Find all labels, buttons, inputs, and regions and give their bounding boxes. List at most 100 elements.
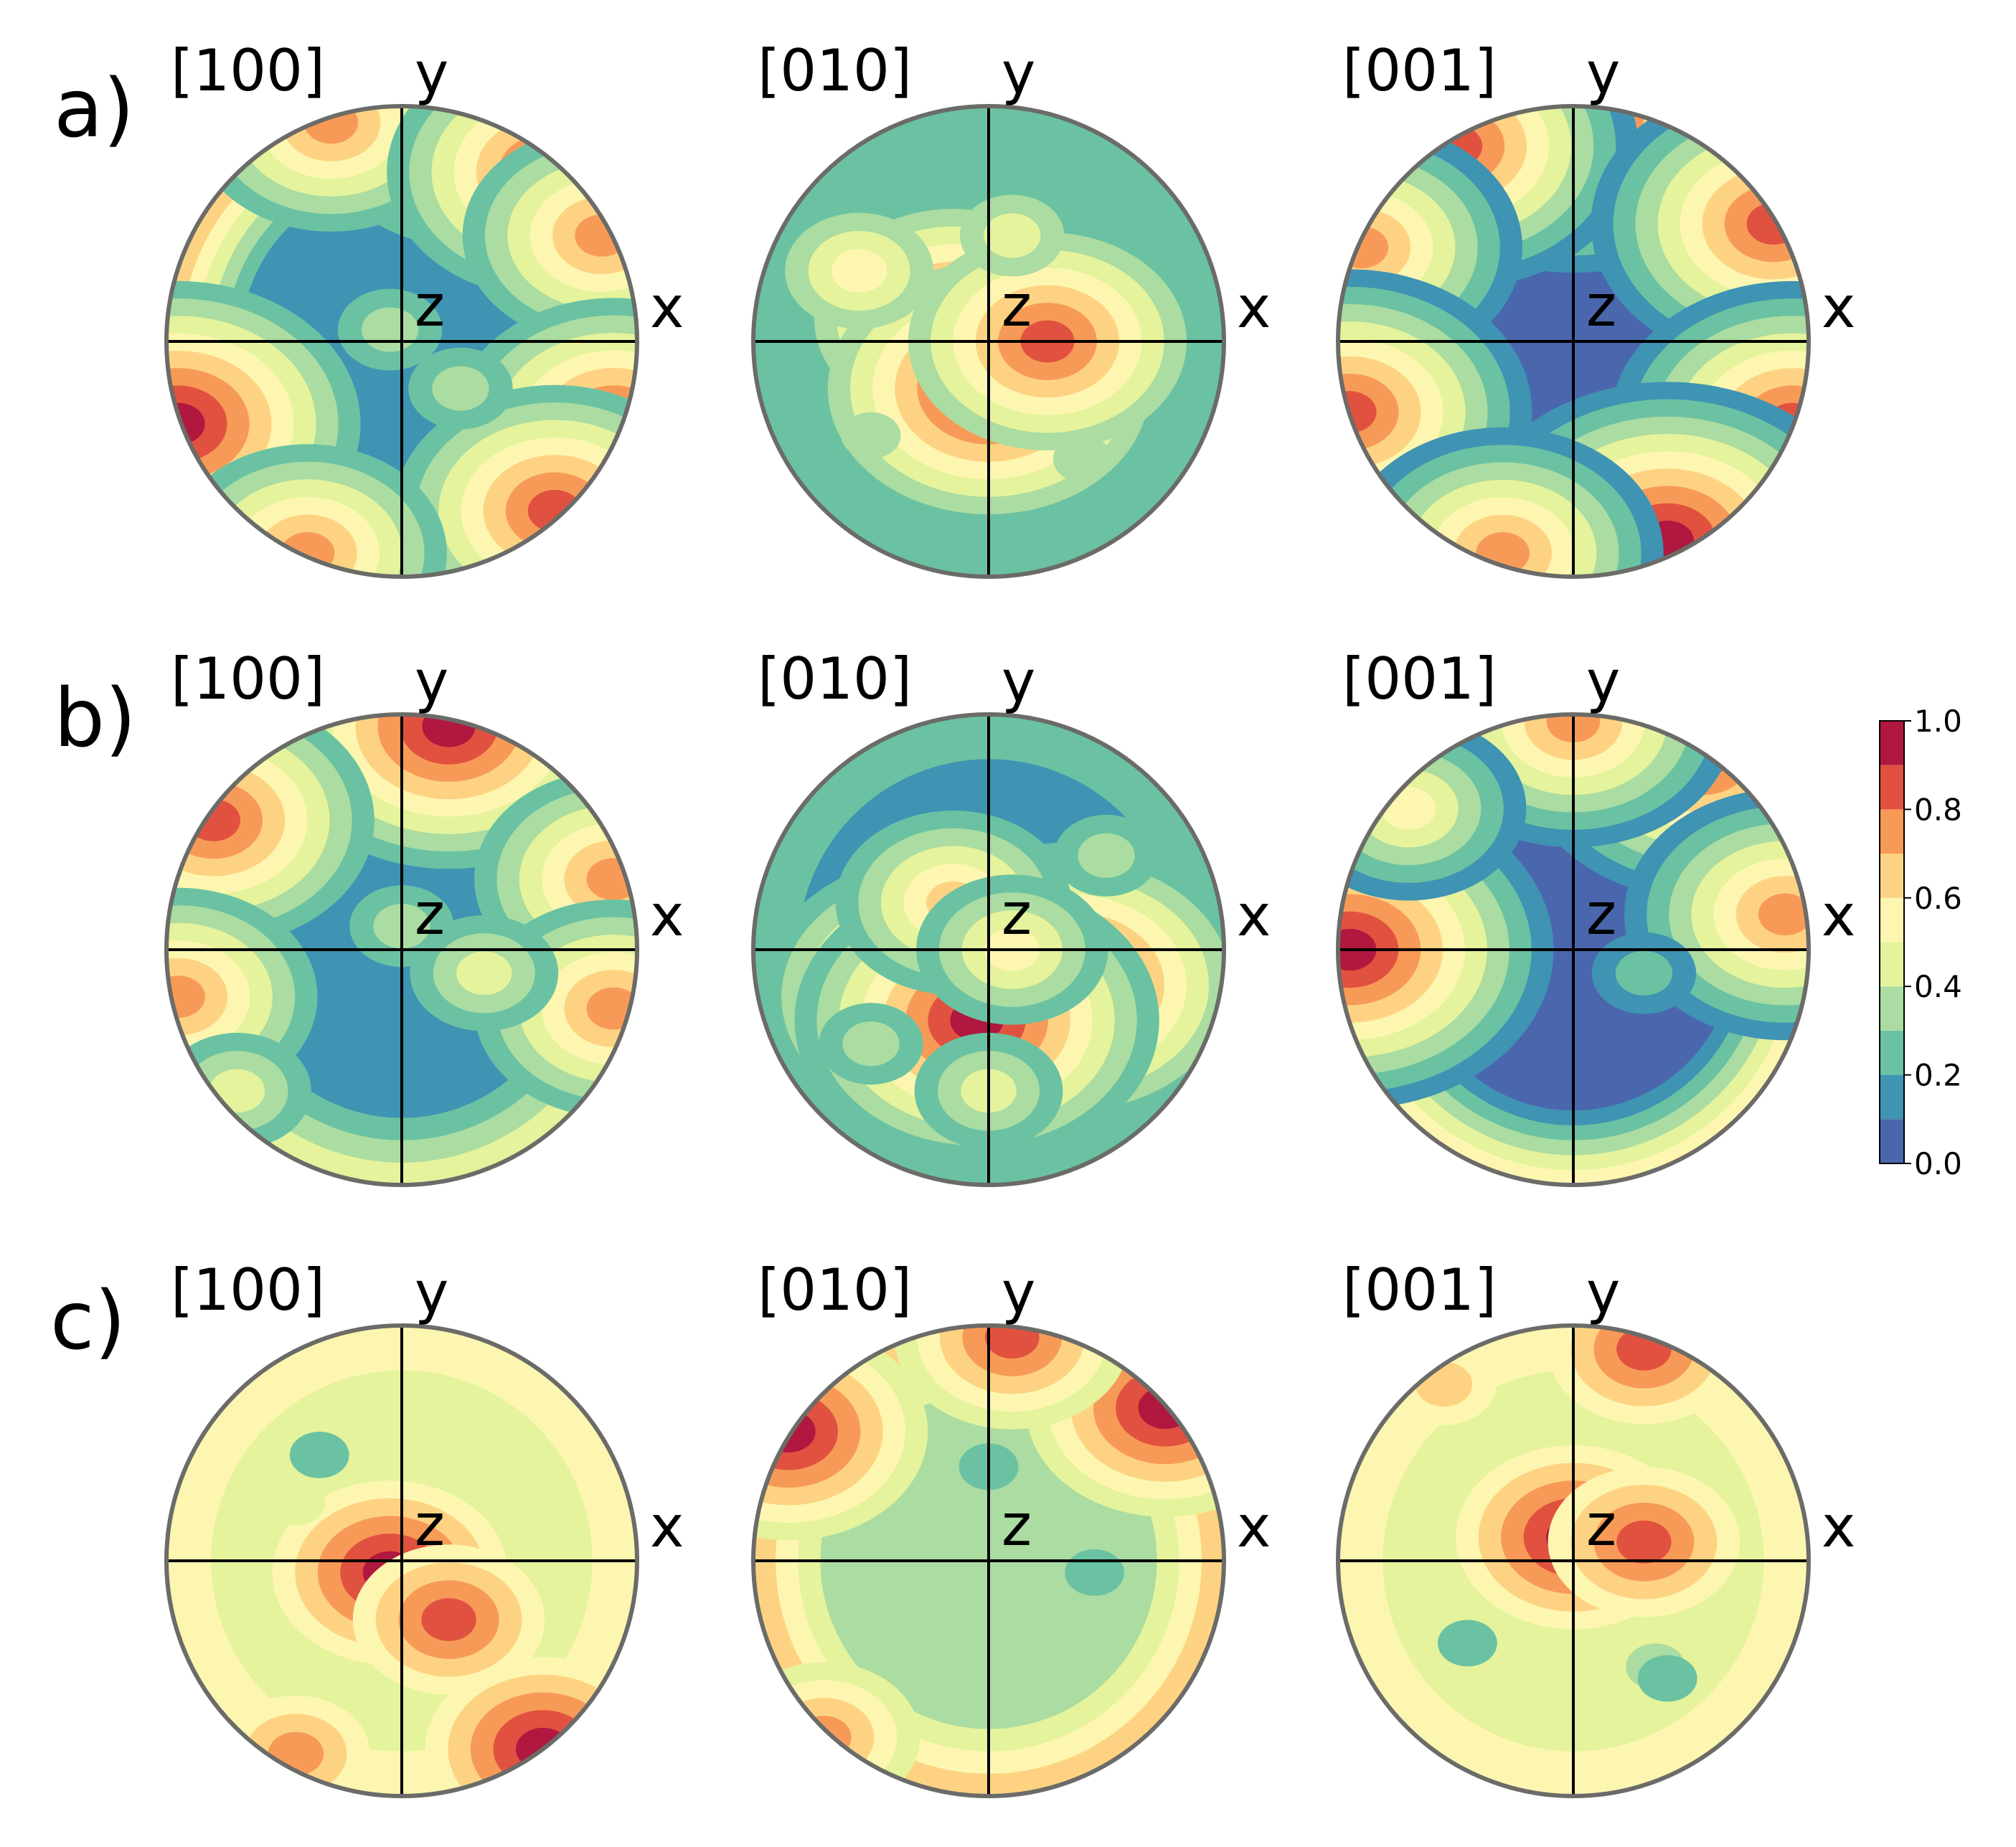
- z-axis-label: z: [1586, 1492, 1616, 1559]
- x-axis-label: x: [1822, 274, 1855, 341]
- x-axis-label: x: [1822, 1493, 1855, 1560]
- pole-figure-outline: [751, 712, 1226, 1187]
- z-axis-label: z: [415, 1492, 445, 1559]
- colorbar-segment: [1880, 721, 1904, 765]
- row-label: c): [50, 1275, 126, 1368]
- contour-blob: [842, 1021, 900, 1067]
- contour-blob: [421, 1598, 476, 1641]
- colorbar-segment: [1880, 1030, 1904, 1075]
- contour-blob: [753, 1680, 898, 1795]
- pole-figure-outline: [164, 1323, 639, 1798]
- pole-figure-panel: [001] y x z: [1336, 646, 1855, 1187]
- colorbar-segment: [1880, 854, 1904, 898]
- contour-blob: [432, 366, 489, 411]
- pole-figure-outline: [1336, 1323, 1811, 1798]
- contour-blob: [1746, 202, 1800, 245]
- direction-label: [100]: [171, 37, 325, 104]
- pole-figure-panels: [100] y x z [010] y x z [001] y x z [100] y x z [010] y x z…: [164, 37, 1855, 1798]
- y-axis-label: y: [1002, 40, 1035, 107]
- colorbar-segment: [1880, 942, 1904, 987]
- contour-blob: [466, 1467, 526, 1513]
- z-axis-label: z: [1586, 273, 1616, 339]
- direction-label: [100]: [171, 1257, 325, 1323]
- contour-blob: [1616, 1327, 1672, 1371]
- row-label: b): [54, 672, 136, 765]
- y-axis-label: y: [1002, 1260, 1035, 1326]
- y-axis-label: y: [1002, 648, 1035, 715]
- contour-blob: [1616, 1520, 1672, 1564]
- row-label: a): [54, 62, 134, 156]
- z-axis-label: z: [1002, 1492, 1032, 1559]
- direction-label: [100]: [171, 646, 325, 712]
- colorbar-tick-label: 0.4: [1914, 969, 1962, 1004]
- y-axis-label: y: [1586, 40, 1620, 107]
- contour-blob: [209, 1069, 265, 1113]
- x-axis-label: x: [1822, 882, 1855, 949]
- direction-label: [001]: [1342, 646, 1497, 712]
- colorbar-segment: [1880, 897, 1904, 943]
- pole-figure-panel: [100] y x z: [164, 646, 684, 1187]
- colorbar-segment: [1880, 809, 1904, 854]
- y-axis-label: y: [415, 40, 448, 107]
- contour-blob: [1438, 1620, 1497, 1667]
- contour-blob: [984, 213, 1041, 258]
- y-axis-label: y: [415, 1260, 448, 1326]
- x-axis-label: x: [650, 274, 684, 341]
- x-axis-label: x: [1237, 1493, 1271, 1560]
- colorbar-segment: [1880, 1074, 1904, 1120]
- y-axis-label: y: [1586, 1260, 1620, 1326]
- y-axis-label: y: [415, 648, 448, 715]
- direction-label: [010]: [758, 37, 912, 104]
- contour-blob: [761, 1410, 816, 1452]
- contour-blob: [841, 412, 901, 459]
- contour-blob: [1065, 1549, 1124, 1596]
- contour-blob: [166, 976, 205, 1018]
- direction-label: [001]: [1342, 37, 1497, 104]
- contour-blob: [773, 1698, 875, 1777]
- z-axis-label: z: [415, 881, 445, 948]
- colorbar-tick-label: 0.8: [1914, 792, 1962, 827]
- contour-blob: [1415, 1361, 1473, 1407]
- z-axis-label: z: [1586, 881, 1616, 948]
- contour-blob: [753, 1375, 861, 1488]
- contour-field: [753, 106, 1224, 577]
- contour-blob: [1078, 833, 1135, 878]
- contour-blob: [266, 1478, 326, 1526]
- pole-figure-outline: [164, 712, 639, 1187]
- x-axis-label: x: [650, 882, 684, 949]
- contour-field: [166, 714, 637, 1185]
- pole-figure-panel: [001] y x z: [1336, 1257, 1855, 1798]
- pole-figure-outline: [1336, 712, 1811, 1187]
- x-axis-label: x: [1237, 882, 1271, 949]
- contour-blob: [527, 489, 582, 532]
- contour-blob: [796, 1716, 852, 1759]
- pole-figure-panel: [100] y x z: [164, 1257, 684, 1798]
- colorbar-segment: [1880, 1119, 1904, 1163]
- x-axis-label: x: [1237, 274, 1271, 341]
- contour-blob: [753, 1392, 839, 1470]
- pole-figure-outline: [1336, 104, 1811, 579]
- z-axis-label: z: [1002, 273, 1032, 339]
- pole-figure-panel: [010] y x z: [751, 646, 1271, 1187]
- colorbar-tick-label: 0.2: [1914, 1058, 1962, 1093]
- colorbar-tick-label: 0.0: [1914, 1146, 1962, 1181]
- contour-blob: [281, 532, 335, 575]
- pole-figure-outline: [164, 104, 639, 579]
- colorbar-segment: [1880, 986, 1904, 1031]
- contour-blob: [1381, 787, 1436, 830]
- colorbar-tick-label: 0.6: [1914, 881, 1962, 916]
- contour-field: [1338, 1326, 1809, 1796]
- contour-blob: [1758, 893, 1809, 936]
- pole-figure-panel: [010] y x z: [751, 1257, 1271, 1798]
- colorbar-tick-label: 1.0: [1914, 704, 1962, 739]
- colorbar: 0.0 0.2 0.4 0.6 0.8 1.0: [1879, 704, 1962, 1181]
- pole-figure-outline: [751, 1323, 1226, 1798]
- contour-blob: [289, 1432, 349, 1478]
- pole-figure-outline: [751, 104, 1226, 579]
- contour-blob: [1338, 226, 1389, 269]
- contour-blob: [166, 368, 250, 480]
- pole-figure-panel: [010] y x z: [751, 37, 1271, 579]
- contour-blob: [1637, 1655, 1697, 1702]
- row-labels: a) b) c): [50, 62, 136, 1368]
